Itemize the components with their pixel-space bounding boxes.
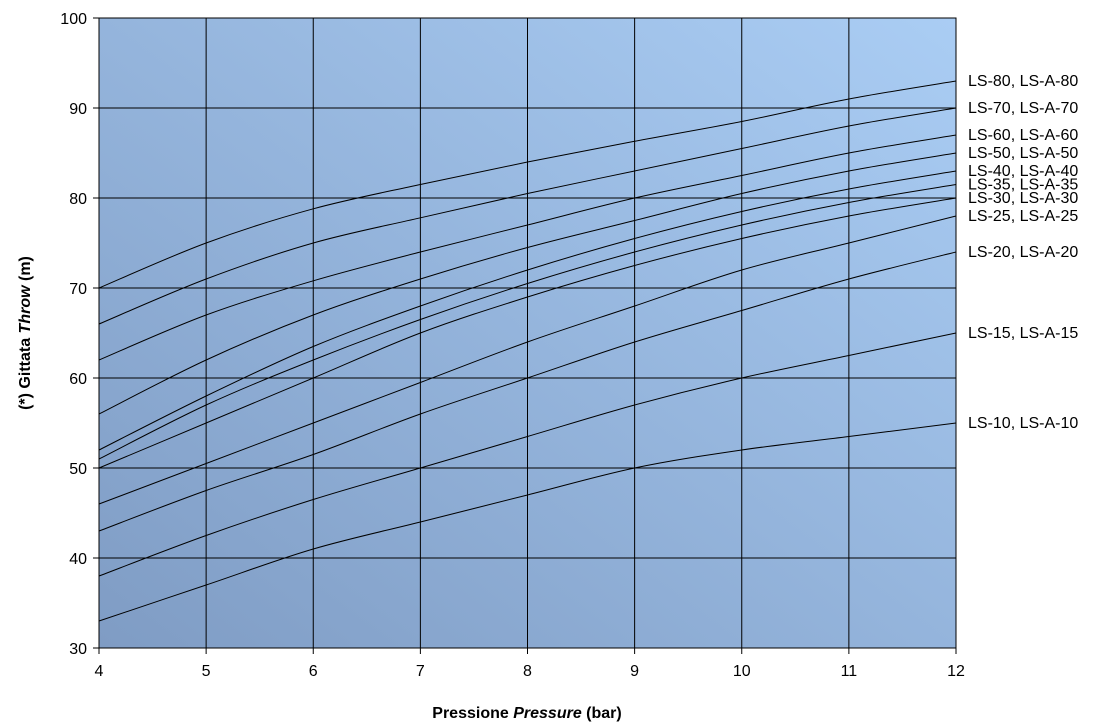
series-line xyxy=(98,152,957,415)
series-line xyxy=(98,170,957,451)
series-line xyxy=(98,332,957,577)
x-tick-label: 10 xyxy=(733,663,751,680)
series-line xyxy=(98,215,957,505)
x-tick-label: 12 xyxy=(947,663,965,680)
x-tick-label: 6 xyxy=(309,663,318,680)
series-label: LS-80, LS-A-80 xyxy=(968,73,1078,90)
series-label: LS-70, LS-A-70 xyxy=(968,100,1078,117)
y-tick-label: 40 xyxy=(69,551,87,568)
series-label: LS-10, LS-A-10 xyxy=(968,415,1078,432)
x-axis-ticks: 4 5 6 7 8 9 10 11 12 xyxy=(95,648,965,680)
y-tick-label: 60 xyxy=(69,371,87,388)
series-line xyxy=(98,422,957,622)
series-line xyxy=(98,184,957,460)
series-labels: LS-80, LS-A-80 LS-70, LS-A-70 LS-60, LS-A-… xyxy=(968,73,1078,432)
series-label: LS-20, LS-A-20 xyxy=(968,244,1078,261)
series-label: LS-25, LS-A-25 xyxy=(968,208,1078,225)
series-label: LS-40, LS-A-40 xyxy=(968,163,1078,180)
y-tick-label: 100 xyxy=(60,11,87,28)
series-line xyxy=(98,80,957,289)
y-tick-label: 80 xyxy=(69,191,87,208)
series-label: LS-50, LS-A-50 xyxy=(968,145,1078,162)
series-lines xyxy=(98,80,957,622)
series-label: LS-15, LS-A-15 xyxy=(968,325,1078,342)
y-axis-ticks: 30 40 50 60 70 80 90 100 xyxy=(60,11,99,658)
y-tick-label: 90 xyxy=(69,101,87,118)
y-tick-label: 30 xyxy=(69,641,87,658)
x-tick-label: 5 xyxy=(202,663,211,680)
y-tick-label: 50 xyxy=(69,461,87,478)
x-tick-label: 9 xyxy=(630,663,639,680)
x-axis-title: Pressione Pressure (bar) xyxy=(432,705,621,722)
x-tick-label: 8 xyxy=(523,663,532,680)
series-line xyxy=(98,197,957,469)
series-line xyxy=(98,134,957,361)
y-tick-label: 70 xyxy=(69,281,87,298)
x-tick-label: 11 xyxy=(841,663,858,680)
series-label: LS-60, LS-A-60 xyxy=(968,127,1078,144)
series-line xyxy=(98,251,957,532)
x-tick-label: 4 xyxy=(95,663,104,680)
series-line xyxy=(98,107,957,325)
y-axis-title: (*) Gittata Throw (m) xyxy=(17,256,34,410)
series-label: LS-35, LS-A-35 xyxy=(968,177,1078,194)
plot-frame xyxy=(98,17,957,649)
series-label: LS-30, LS-A-30 xyxy=(968,190,1078,207)
x-tick-label: 7 xyxy=(416,663,425,680)
